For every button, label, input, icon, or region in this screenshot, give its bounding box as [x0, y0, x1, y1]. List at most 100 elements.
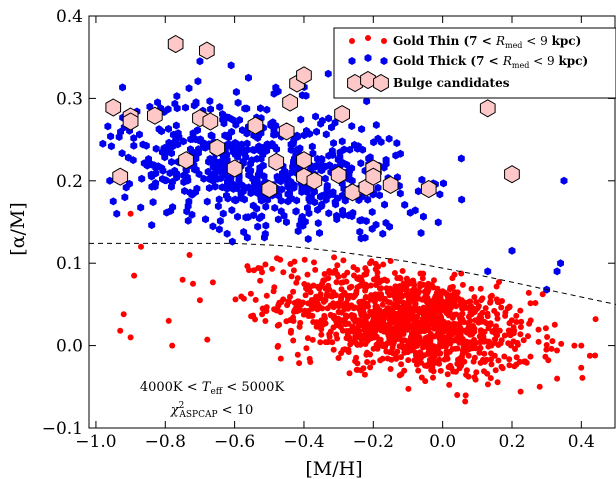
thin-disk-point — [532, 300, 539, 306]
thin-disk-point — [535, 338, 542, 345]
thick-disk-point — [174, 140, 182, 149]
bulge-candidate-point — [382, 175, 399, 194]
thick-disk-point — [238, 126, 246, 135]
thick-disk-point — [348, 212, 356, 221]
thin-disk-point — [165, 317, 172, 324]
thick-disk-point — [283, 218, 290, 227]
thick-disk-point — [273, 145, 280, 154]
thin-disk-point — [455, 334, 462, 341]
thick-disk-point — [270, 89, 278, 98]
thick-disk-point — [370, 138, 377, 147]
thick-disk-point — [104, 122, 112, 131]
thick-disk-point — [218, 183, 226, 192]
thick-disk-point — [484, 267, 492, 276]
thin-disk-point — [354, 266, 361, 273]
thin-disk-point — [579, 374, 586, 381]
thin-disk-point — [252, 296, 259, 303]
thin-disk-point — [390, 350, 397, 357]
thin-disk-point — [422, 293, 429, 300]
bulge-candidate-point — [420, 179, 437, 199]
thin-disk-point — [274, 322, 281, 329]
thin-disk-point — [405, 291, 412, 298]
thin-disk-point — [508, 342, 514, 349]
thin-disk-point — [473, 369, 480, 376]
thick-disk-point — [260, 172, 268, 181]
thick-disk-point — [298, 183, 306, 192]
thin-disk-point — [492, 367, 499, 374]
thin-disk-point — [370, 345, 377, 352]
thin-disk-point — [332, 267, 339, 274]
thin-disk-point — [413, 341, 420, 348]
thin-disk-point — [407, 316, 413, 323]
thin-disk-point — [502, 312, 509, 319]
thick-disk-point — [117, 127, 124, 136]
thin-disk-point — [344, 347, 351, 354]
thin-disk-point — [506, 356, 513, 363]
thick-disk-point — [109, 197, 117, 206]
thin-disk-point — [301, 256, 308, 263]
thin-disk-point — [169, 342, 176, 349]
thin-disk-point — [354, 330, 361, 337]
thick-disk-point — [140, 159, 148, 168]
thin-disk-point — [498, 363, 505, 370]
thin-disk-point — [343, 278, 350, 285]
thick-disk-point — [396, 189, 404, 198]
thick-disk-point — [272, 130, 280, 139]
thin-disk-point — [493, 296, 500, 303]
thick-disk-point — [228, 237, 236, 246]
thick-disk-point — [232, 88, 240, 96]
thin-disk-point — [539, 291, 546, 298]
thick-disk-point — [377, 138, 385, 146]
thin-disk-point — [419, 317, 426, 324]
thick-disk-point — [385, 134, 393, 143]
thin-disk-point — [463, 367, 470, 374]
thin-disk-point — [380, 261, 387, 268]
thick-disk-point — [207, 105, 214, 114]
thin-disk-point — [238, 293, 245, 300]
thin-disk-point — [527, 317, 534, 324]
thick-disk-point — [217, 165, 225, 174]
thin-disk-point — [501, 332, 508, 339]
thin-disk-point — [386, 339, 393, 346]
thin-disk-point — [392, 318, 399, 325]
thin-disk-point — [350, 294, 357, 301]
thin-disk-point — [384, 329, 391, 336]
thin-disk-point — [388, 308, 395, 315]
legend-thick-marker — [364, 54, 372, 62]
thin-disk-point — [488, 361, 495, 368]
thin-disk-point — [391, 270, 398, 276]
thick-disk-point — [318, 200, 326, 209]
thin-disk-point — [488, 356, 494, 363]
thin-disk-point — [476, 349, 483, 356]
dividing-line — [89, 242, 616, 305]
thin-disk-point — [371, 313, 378, 320]
thin-disk-point — [341, 306, 348, 313]
thick-disk-point — [275, 173, 283, 182]
thick-disk-point — [118, 149, 126, 158]
thin-disk-point — [444, 355, 451, 362]
thin-disk-point — [384, 355, 391, 362]
thin-disk-point — [367, 282, 374, 289]
thick-disk-point — [271, 203, 279, 212]
thin-disk-point — [337, 322, 343, 329]
thin-disk-point — [361, 304, 368, 311]
thin-disk-point — [423, 298, 430, 305]
bulge-candidate-point — [296, 151, 312, 170]
thin-disk-point — [527, 353, 534, 360]
thin-disk-point — [287, 261, 294, 267]
thick-disk-point — [137, 203, 145, 212]
thick-disk-point — [165, 138, 173, 147]
thick-disk-point — [321, 174, 329, 183]
x-axis-label: [M/H] — [305, 458, 362, 479]
annotation-teff: 4000K < Teff < 5000K — [140, 380, 285, 397]
thick-disk-point — [372, 121, 380, 129]
thick-disk-point — [223, 229, 231, 238]
thin-disk-point — [551, 321, 558, 328]
thick-disk-point — [183, 207, 191, 216]
thick-disk-point — [189, 135, 196, 143]
thick-disk-point — [202, 215, 209, 224]
thin-disk-point — [262, 261, 269, 268]
legend-thick-marker — [348, 57, 356, 65]
thin-disk-point — [391, 325, 398, 332]
